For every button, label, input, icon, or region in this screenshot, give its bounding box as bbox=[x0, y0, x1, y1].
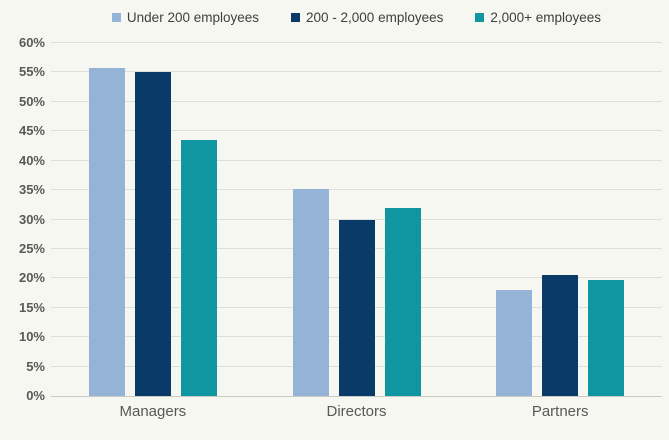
gridline bbox=[51, 159, 662, 161]
legend-label: Under 200 employees bbox=[126, 9, 260, 25]
x-category-label: Directors bbox=[326, 403, 387, 420]
y-tick-label: 30% bbox=[18, 211, 45, 227]
gridline bbox=[51, 71, 662, 73]
bar bbox=[134, 72, 171, 396]
x-category-label: Partners bbox=[531, 403, 589, 420]
y-tick-label: 40% bbox=[18, 152, 45, 168]
y-tick-label: 45% bbox=[18, 123, 45, 139]
bar bbox=[338, 219, 375, 396]
legend-label: 2,000+ employees bbox=[490, 9, 602, 25]
gridline bbox=[51, 42, 662, 43]
gridline bbox=[51, 100, 662, 102]
bar bbox=[88, 67, 125, 396]
y-tick-label: 50% bbox=[18, 93, 45, 109]
bar-groups bbox=[51, 43, 662, 396]
x-axis: Managers Directors Partners bbox=[51, 403, 662, 420]
legend-item: Under 200 employees bbox=[111, 9, 260, 25]
x-category-label: Managers bbox=[119, 403, 187, 420]
y-tick-label: 15% bbox=[18, 299, 45, 315]
y-tick-label: 25% bbox=[18, 240, 45, 256]
plot-area bbox=[51, 42, 662, 397]
y-tick-label: 55% bbox=[18, 64, 45, 80]
legend-item: 200 - 2,000 employees bbox=[291, 10, 443, 25]
legend-swatch-icon bbox=[291, 12, 301, 22]
y-tick-label: 5% bbox=[26, 358, 45, 374]
legend-label: 200 - 2,000 employees bbox=[306, 9, 444, 25]
y-tick-label: 60% bbox=[18, 35, 45, 50]
legend-item: 2,000+ employees bbox=[475, 10, 601, 25]
legend-swatch-icon bbox=[475, 12, 485, 22]
bar bbox=[180, 140, 217, 396]
y-axis: 0% 5% 10% 15% 20% 25% 30% 35% 40% 45% 50% 55% 60% bbox=[0, 35, 45, 403]
bar-group bbox=[51, 43, 255, 396]
bar bbox=[292, 188, 329, 396]
bar-group bbox=[458, 43, 662, 396]
y-tick-label: 20% bbox=[18, 270, 45, 286]
y-tick-label: 0% bbox=[26, 388, 45, 403]
legend-swatch-icon bbox=[111, 12, 121, 22]
gridline bbox=[51, 218, 662, 220]
gridline bbox=[51, 189, 662, 191]
bar bbox=[588, 280, 625, 396]
bar bbox=[496, 290, 533, 396]
legend: Under 200 employees 200 - 2,000 employees… bbox=[51, 6, 662, 28]
bar bbox=[542, 275, 579, 396]
y-tick-label: 35% bbox=[18, 182, 45, 198]
y-tick-label: 10% bbox=[18, 329, 45, 345]
bar-group bbox=[255, 43, 459, 396]
gridline bbox=[51, 130, 662, 132]
bar bbox=[384, 207, 421, 396]
